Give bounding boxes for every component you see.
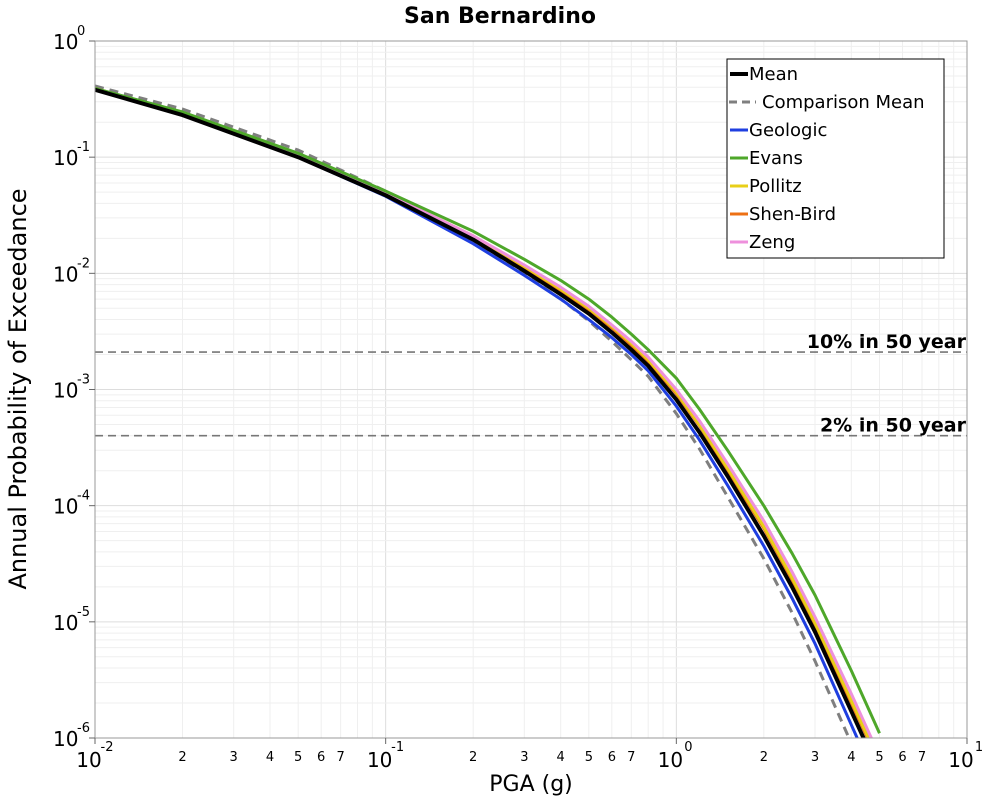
chart-title: San Bernardino [404,4,596,29]
x-tick-exponent: 0 [684,740,692,755]
x-tick-exponent: -2 [101,740,114,755]
x-minor-tick-label: 2 [469,750,477,765]
y-tick-label: 10 [53,727,78,751]
y-tick-label: 10 [53,146,78,170]
y-tick-label: 10 [53,379,78,403]
y-tick-exponent: -4 [77,489,90,504]
y-tick-exponent: -5 [77,605,90,620]
x-tick-label: 10 [948,748,973,772]
y-tick-label: 10 [53,611,78,635]
x-minor-tick-label: 6 [898,750,906,765]
series-line-evans [95,87,881,734]
x-minor-tick-label: 4 [557,750,565,765]
x-minor-tick-label: 7 [337,750,345,765]
y-tick-label: 10 [53,495,78,519]
reference-line-label: 2% in 50 year [820,415,967,437]
reference-line-label: 10% in 50 year [807,331,967,353]
legend-label: Zeng [749,232,795,253]
x-axis-label: PGA (g) [489,772,573,797]
legend-box [726,58,945,259]
x-tick-exponent: -1 [391,740,404,755]
x-tick-exponent: 1 [975,740,983,755]
y-axis-label: Annual Probability of Exceedance [4,188,32,589]
x-minor-tick-label: 6 [608,750,616,765]
legend-label: Comparison Mean [762,92,925,113]
legend-label: Evans [749,148,803,169]
plot-grid [94,41,967,739]
x-tick-label: 10 [658,748,683,772]
y-tick-exponent: -3 [77,373,90,388]
y-tick-label: 10 [53,30,78,54]
y-tick-exponent: -1 [77,140,90,155]
legend-label: Mean [749,64,798,85]
x-minor-tick-label: 4 [847,750,855,765]
x-minor-tick-label: 2 [178,750,186,765]
series-lines [95,84,881,738]
x-minor-tick-label: 5 [294,750,302,765]
x-minor-tick-label: 3 [230,750,238,765]
legend-label: Geologic [749,120,827,141]
y-tick-exponent: 0 [77,24,85,39]
x-minor-tick-label: 3 [811,750,819,765]
x-minor-tick-label: 5 [585,750,593,765]
y-tick-label: 10 [53,262,78,286]
legend-label: Shen-Bird [749,204,836,225]
reference-lines: 10% in 50 year 2% in 50 year [95,331,967,437]
x-tick-label: 10 [367,748,392,772]
x-tick-label: 10 [76,748,101,772]
x-minor-tick-label: 7 [918,750,926,765]
legend-label: Pollitz [749,176,802,197]
x-minor-tick-label: 3 [520,750,528,765]
x-minor-tick-label: 5 [875,750,883,765]
x-minor-tick-label: 2 [760,750,768,765]
legend: Mean Comparison Mean Geologic Evans Pollitz S… [726,58,945,259]
y-tick-exponent: -6 [77,721,90,736]
series-line-comparison-mean [95,84,851,738]
x-minor-tick-label: 6 [317,750,325,765]
x-minor-tick-label: 4 [266,750,274,765]
series-line-mean [95,87,866,738]
x-minor-tick-label: 7 [627,750,635,765]
y-tick-exponent: -2 [77,256,90,271]
